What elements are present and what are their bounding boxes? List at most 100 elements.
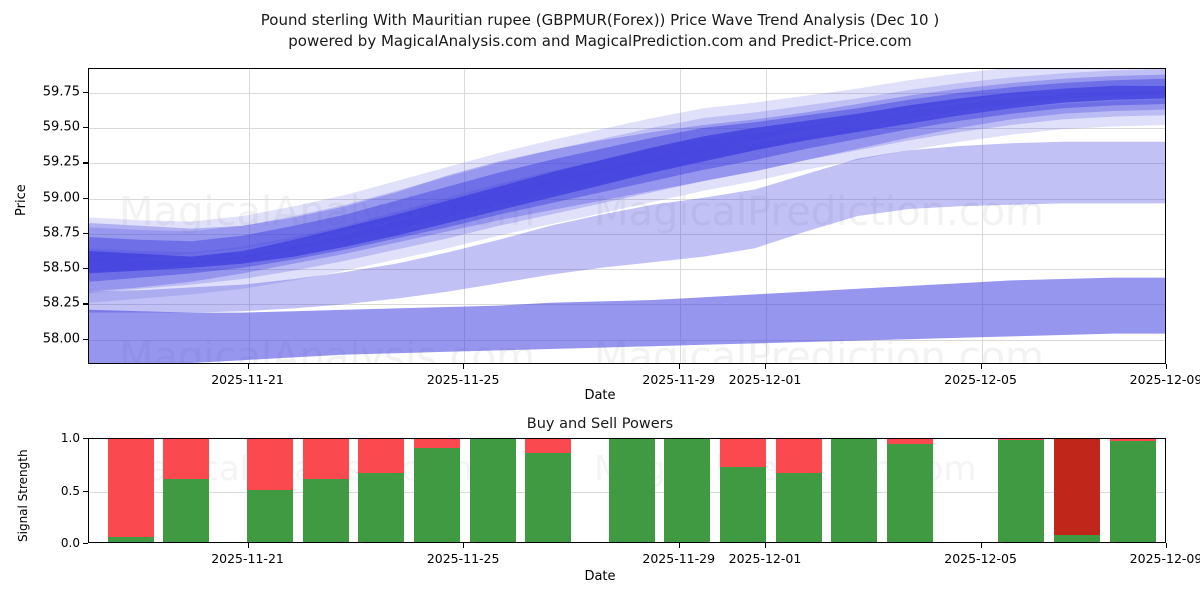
y-axis-tick-label: 58.75 xyxy=(42,225,80,241)
signal-bar[interactable] xyxy=(664,439,711,542)
signal-y-axis-tick-label: 0.0 xyxy=(60,536,80,550)
gridline-x xyxy=(248,69,250,363)
buy-power-segment xyxy=(719,467,766,542)
signal-x-axis-tick-label: 2025-12-09 xyxy=(1129,551,1200,566)
wave-band-secondary-band xyxy=(89,141,1165,313)
x-axis-tick-label: 2025-11-21 xyxy=(211,372,284,387)
sell-power-segment xyxy=(775,439,822,473)
signal-x-axis-tick-label: 2025-11-29 xyxy=(642,551,716,566)
sell-power-segment xyxy=(163,439,210,479)
signal-bar[interactable] xyxy=(831,439,878,542)
buy-power-segment xyxy=(247,489,294,542)
y-axis-tick-mark xyxy=(83,197,88,199)
main-x-axis-label: Date xyxy=(584,388,616,403)
signal-bar[interactable] xyxy=(107,439,154,542)
signal-y-axis-tick-label: 0.5 xyxy=(60,483,80,498)
y-axis-tick-mark xyxy=(83,303,88,305)
x-axis-tick-label: 2025-11-29 xyxy=(642,372,716,387)
signal-bar[interactable] xyxy=(1053,439,1100,542)
buy-power-segment xyxy=(608,439,655,542)
gridline-y xyxy=(89,128,1165,130)
sell-power-segment xyxy=(247,439,294,490)
sell-power-segment xyxy=(414,439,461,448)
signal-y-axis-label: Signal Strength xyxy=(16,449,30,542)
y-axis-tick-label: 58.50 xyxy=(42,260,80,276)
y-axis-tick-mark xyxy=(83,127,88,129)
signal-x-axis-tick-mark xyxy=(247,543,249,548)
signal-bar[interactable] xyxy=(608,439,655,542)
wave-band-base-band xyxy=(89,277,1165,363)
price-wave-chart-plot: MagicalAnalysis.com MagicalPrediction.co… xyxy=(88,68,1166,364)
y-axis-tick-label: 59.75 xyxy=(42,84,80,100)
signal-y-axis-tick-label: 1.0 xyxy=(60,431,80,445)
signal-y-axis-tick-mark xyxy=(83,543,88,545)
signal-bar[interactable] xyxy=(302,439,349,542)
x-axis-tick-mark xyxy=(678,364,680,369)
y-axis-tick-mark xyxy=(83,268,88,270)
sell-power-segment xyxy=(525,439,572,453)
wave-band-fan-1 xyxy=(89,69,1165,272)
y-axis-tick-mark xyxy=(83,232,88,235)
signal-x-axis-tick-label: 2025-11-21 xyxy=(211,551,284,566)
gridline-x xyxy=(765,69,767,363)
gridline-y xyxy=(89,233,1165,235)
signal-x-axis-label: Date xyxy=(584,569,616,584)
buy-power-segment xyxy=(831,439,878,542)
title-line-1: Pound sterling With Mauritian rupee (GBP… xyxy=(260,11,940,29)
signal-bar[interactable] xyxy=(775,439,822,542)
buy-power-segment xyxy=(302,479,349,542)
x-axis-tick-label: 2025-12-05 xyxy=(944,372,1017,387)
signal-y-axis-tick-mark xyxy=(83,438,88,440)
wave-band-fan-3 xyxy=(89,69,1165,263)
signal-bar[interactable] xyxy=(163,439,210,542)
main-y-axis-label: Price xyxy=(14,184,29,216)
sell-power-segment xyxy=(358,439,405,473)
signal-x-axis-tick-mark xyxy=(764,543,767,548)
y-axis-tick-mark xyxy=(83,162,88,164)
signal-x-axis-tick-label: 2025-12-01 xyxy=(728,551,802,566)
signal-chart-title: Buy and Sell Powers xyxy=(526,416,674,432)
signal-bar[interactable] xyxy=(719,439,766,542)
x-axis-tick-mark xyxy=(764,364,767,369)
buy-power-segment xyxy=(886,444,933,542)
x-axis-tick-label: 2025-12-09 xyxy=(1129,372,1200,387)
signal-x-axis-tick-mark xyxy=(1166,543,1168,548)
x-axis-tick-mark xyxy=(1166,364,1168,369)
sell-power-segment xyxy=(998,439,1045,441)
signal-bar[interactable] xyxy=(886,439,933,542)
signal-bar[interactable] xyxy=(525,439,572,542)
signal-bar[interactable] xyxy=(247,439,294,542)
gridline-y xyxy=(89,269,1165,271)
x-axis-tick-label: 2025-11-25 xyxy=(426,372,500,387)
gridline-y xyxy=(89,92,1165,94)
y-axis-tick-label: 59.00 xyxy=(42,190,80,206)
title-line-2: powered by MagicalAnalysis.com and Magic… xyxy=(288,32,912,50)
sell-power-segment xyxy=(1109,439,1156,442)
y-axis-tick-mark xyxy=(83,91,88,94)
y-axis-tick-label: 59.50 xyxy=(42,119,80,135)
buy-power-segment xyxy=(358,472,405,542)
buy-power-segment xyxy=(1109,441,1156,542)
signal-bar[interactable] xyxy=(358,439,405,542)
price-wave-bands xyxy=(89,69,1165,363)
signal-x-axis-tick-mark xyxy=(463,543,465,548)
wave-band-core-band xyxy=(89,85,1165,274)
sell-power-segment xyxy=(719,439,766,468)
buy-power-segment xyxy=(414,447,461,542)
signal-bar[interactable] xyxy=(414,439,461,542)
buy-power-segment xyxy=(469,439,516,542)
buy-power-segment xyxy=(664,439,711,542)
signal-y-axis-tick-mark xyxy=(83,490,88,492)
buy-power-segment xyxy=(163,479,210,542)
y-axis-tick-mark xyxy=(83,338,88,340)
x-axis-tick-mark xyxy=(247,364,249,369)
x-axis-tick-mark xyxy=(463,364,465,369)
signal-x-axis-tick-mark xyxy=(980,543,982,548)
signal-bar[interactable] xyxy=(469,439,516,542)
wave-band-fan-2 xyxy=(89,99,1165,303)
signal-bar[interactable] xyxy=(1109,439,1156,542)
signal-bar[interactable] xyxy=(998,439,1045,542)
y-axis-tick-label: 59.25 xyxy=(42,154,80,170)
signal-x-axis-tick-label: 2025-11-25 xyxy=(426,551,500,566)
